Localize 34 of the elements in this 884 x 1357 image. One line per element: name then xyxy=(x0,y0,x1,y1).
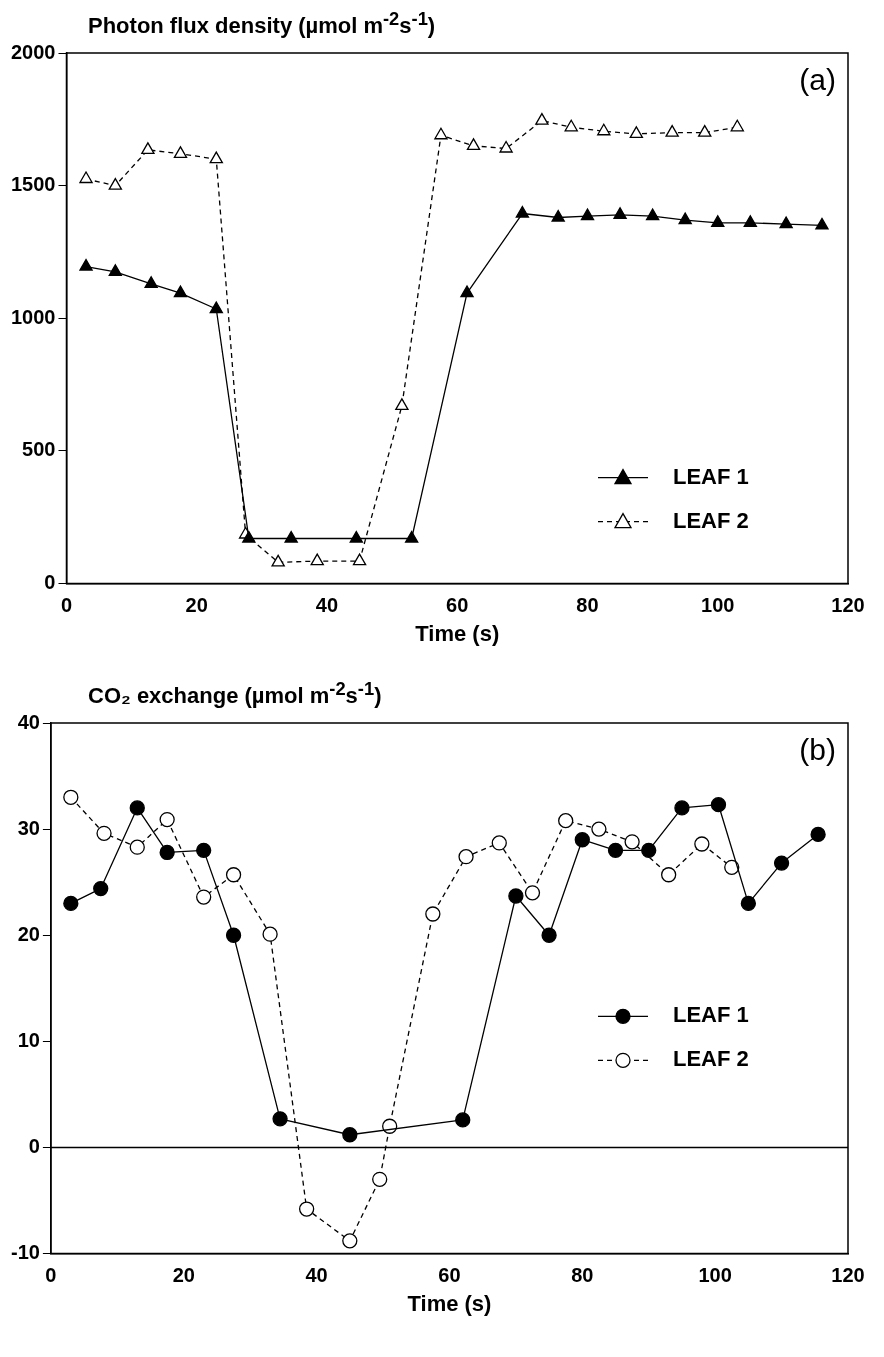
x-tick-label: 40 xyxy=(305,1264,328,1287)
y-tick-label: 0 xyxy=(28,1135,40,1157)
legend-label: LEAF 2 xyxy=(673,1046,749,1072)
x-tick-label: 80 xyxy=(571,1264,594,1287)
y-axis-title: CO₂ exchange (µmol m$^{-2}$s$^{-1}$) xyxy=(88,678,383,709)
legend-label: LEAF 2 xyxy=(673,507,749,533)
x-tick-label: 20 xyxy=(172,1264,195,1287)
legend-label: LEAF 1 xyxy=(673,463,749,489)
x-tick-label: 60 xyxy=(446,594,469,617)
y-tick-label: -10 xyxy=(11,1241,40,1264)
y-tick-label: 20 xyxy=(17,922,40,945)
y-axis-title: Photon flux density (µmol m$^{-2}$s$^{-1}$) xyxy=(88,8,437,39)
y-tick-label: 1500 xyxy=(10,173,56,196)
annotation: (a) xyxy=(799,63,836,97)
x-tick-label: 100 xyxy=(701,594,735,617)
y-tick-label: 0 xyxy=(44,571,56,594)
x-tick-label: 100 xyxy=(698,1264,732,1287)
y-tick-label: 2000 xyxy=(10,40,56,63)
y-tick-label: 10 xyxy=(17,1028,40,1051)
annotation: (b) xyxy=(799,733,836,767)
y-tick-label: 1000 xyxy=(10,305,56,328)
x-tick-label: 20 xyxy=(185,594,208,617)
legend-label: LEAF 1 xyxy=(673,1002,749,1028)
x-axis-title: Time (s) xyxy=(407,1290,492,1316)
y-tick-label: 40 xyxy=(17,710,40,733)
x-tick-label: 120 xyxy=(831,594,865,617)
x-tick-label: 60 xyxy=(438,1264,461,1287)
x-tick-label: 80 xyxy=(576,594,599,617)
y-tick-label: 30 xyxy=(17,816,40,839)
x-tick-label: 40 xyxy=(315,594,339,617)
x-tick-label: 0 xyxy=(60,594,73,617)
y-tick-label: 500 xyxy=(22,438,56,461)
x-axis-title: Time (s) xyxy=(415,620,500,646)
x-tick-label: 120 xyxy=(831,1264,865,1287)
